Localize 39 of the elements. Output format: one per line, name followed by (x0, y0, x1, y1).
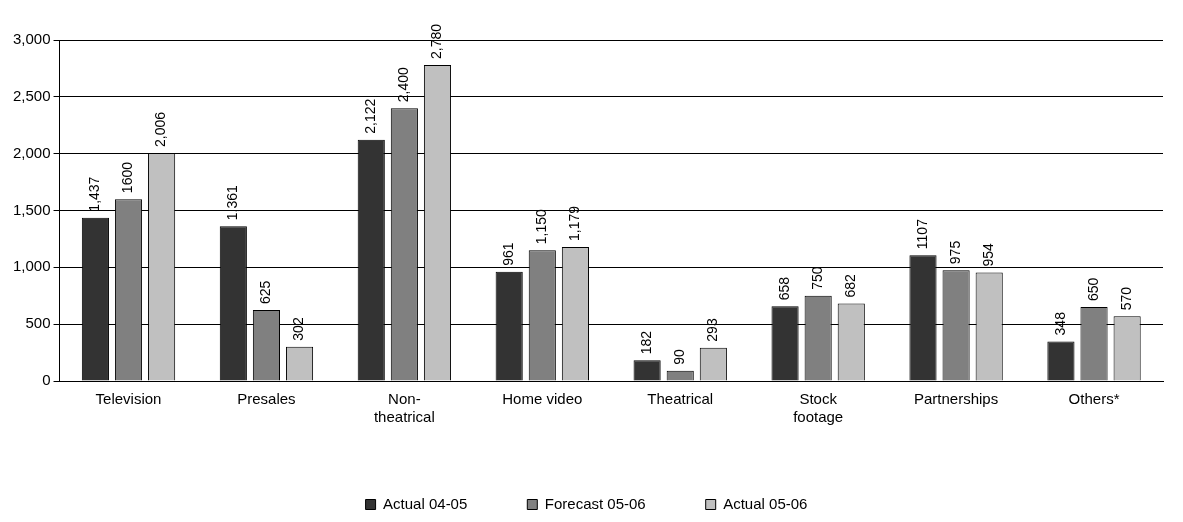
data-label: 2,780 (428, 23, 445, 60)
x-tick-label: Television (95, 390, 162, 408)
y-tick-label: 0 (42, 371, 51, 389)
data-label: 650 (1084, 277, 1101, 302)
data-label: 1600 (119, 161, 136, 194)
y-tick-label: 2,500 (12, 86, 51, 104)
data-label: 1,179 (566, 205, 583, 241)
legend-label: Forecast 05-06 (544, 494, 646, 512)
data-label: 682 (842, 273, 859, 298)
x-tick-label: Presales (237, 390, 296, 408)
y-tick-label: 2,000 (12, 143, 51, 161)
x-tick-label: Others* (1068, 390, 1120, 408)
x-tick-label: Partnerships (913, 390, 999, 408)
x-tick-label: Home video (502, 390, 583, 408)
data-label: 954 (980, 242, 997, 267)
data-label: 658 (775, 276, 792, 301)
data-label: 348 (1051, 311, 1068, 336)
y-tick-label: 1,500 (12, 200, 51, 218)
data-label: 625 (257, 280, 274, 304)
x-tick-label: Theatrical (647, 390, 714, 408)
data-label: 1,437 (86, 176, 103, 212)
data-label: 182 (637, 330, 654, 355)
x-tick-label: Non- theatrical (373, 390, 435, 426)
data-label: 2,006 (152, 111, 169, 147)
y-tick-label: 1,000 (12, 257, 51, 275)
y-tick-label: 3,000 (12, 30, 51, 48)
y-tick-label: 500 (25, 314, 51, 332)
data-label: 961 (500, 242, 517, 266)
data-label: 293 (704, 318, 721, 342)
legend-label: Actual 05-06 (723, 494, 808, 512)
data-label: 570 (1118, 286, 1134, 311)
x-tick-label: Stock footage (793, 390, 844, 426)
legend-label: Actual 04-05 (383, 494, 468, 512)
data-label: 302 (290, 317, 307, 341)
data-label: 1,361 (224, 185, 241, 221)
data-label: 2,122 (362, 98, 379, 134)
data-label: 1107 (913, 218, 930, 250)
data-label: 975 (946, 240, 963, 265)
data-label: 90 (671, 348, 688, 365)
